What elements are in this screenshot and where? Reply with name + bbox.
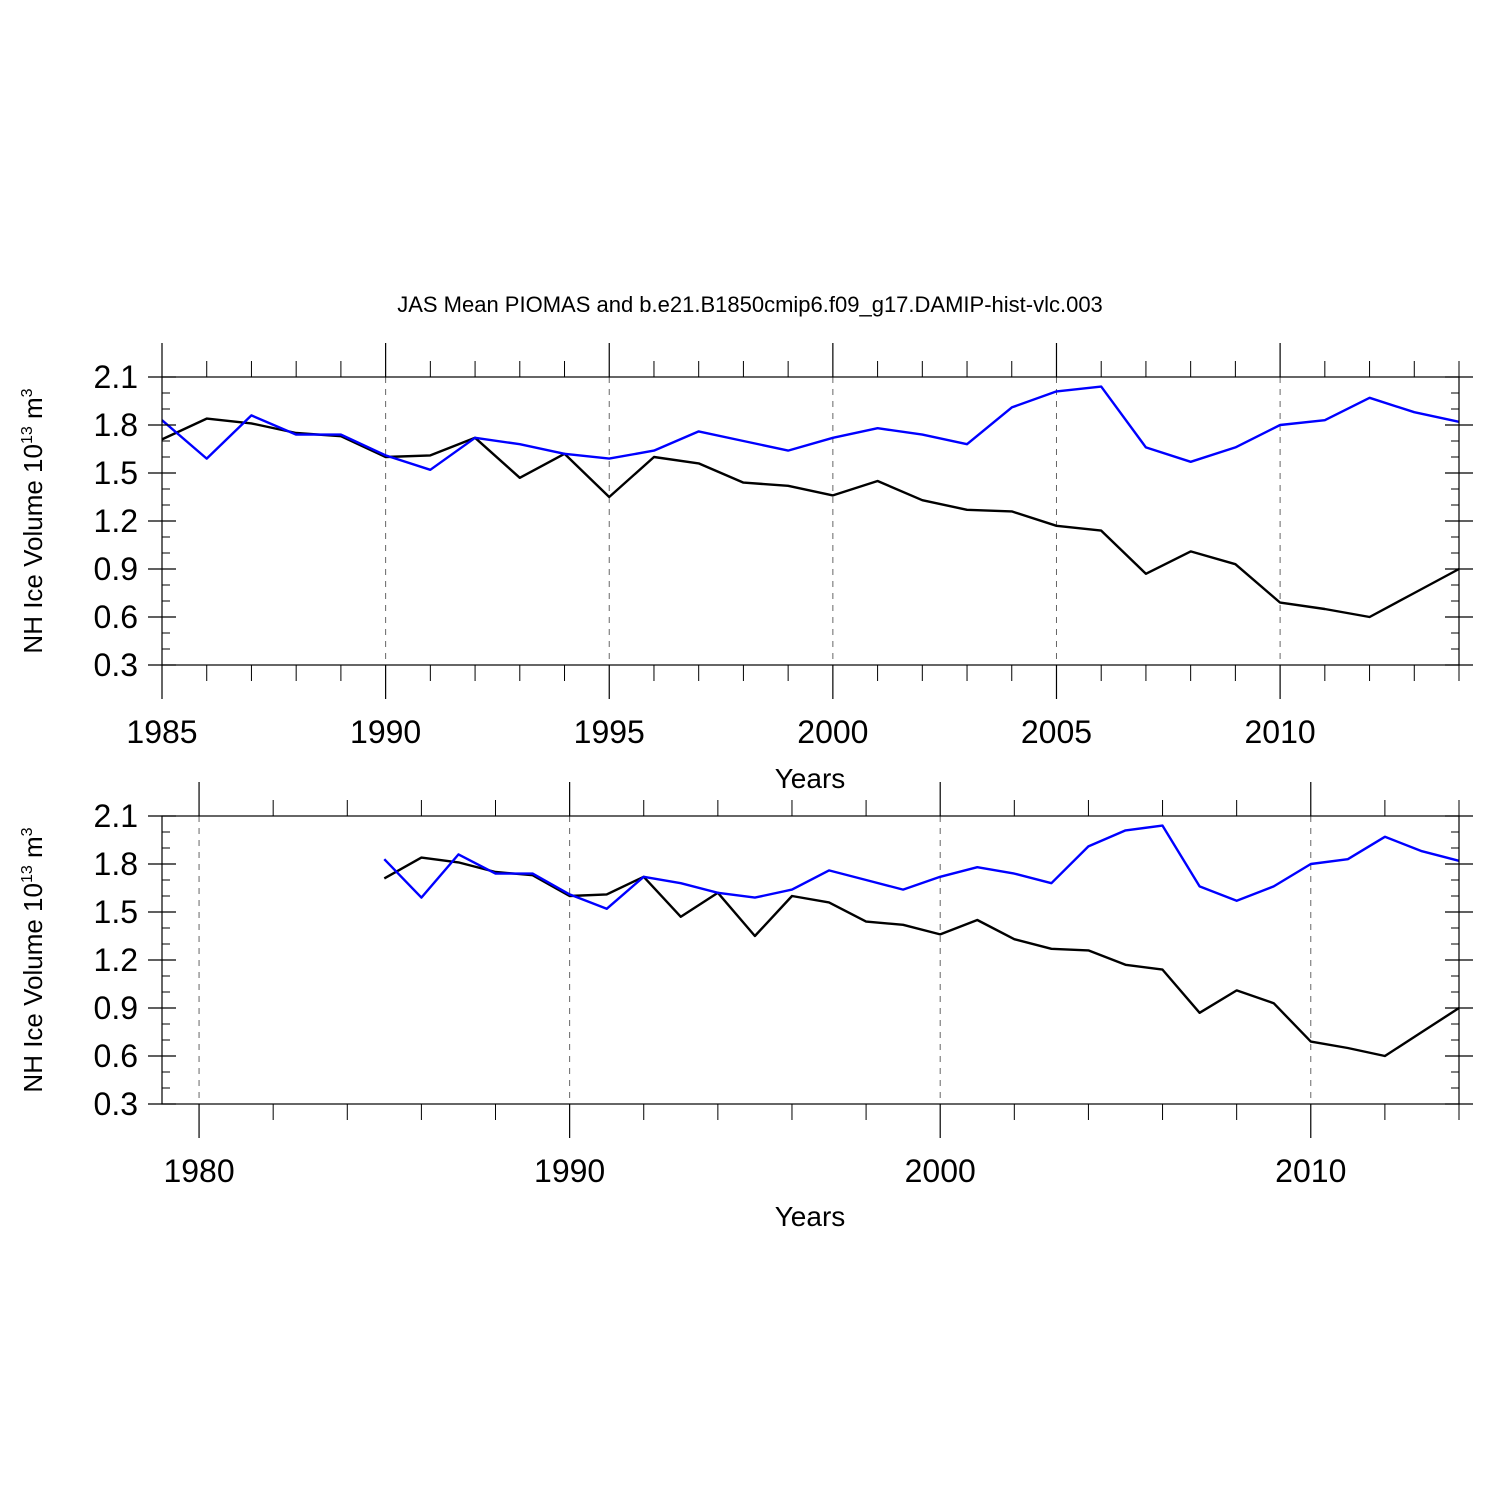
bottom-tick-labels: 1980 1990 2000 2010 0.3 0.6 0.9 1.2 1.5 1.8 2.1 [94,798,1347,1189]
series-line-piomas [383,856,1460,1058]
y-tick-label: 0.3 [94,1086,138,1122]
y-tick-label: 0.3 [94,647,138,683]
bottom-gridlines [198,816,1312,1104]
y-tick-label: 1.8 [94,407,138,443]
x-tick-label: 1990 [350,714,421,750]
series-line-model [383,824,1460,910]
top-panel: 1985 1990 1995 2000 2005 2010 0.3 0.6 0.9 1.2 1.5 1… [18,343,1473,794]
y-tick-label: 1.2 [94,942,138,978]
x-tick-label: 1990 [534,1153,605,1189]
y-tick-label: 2.1 [94,359,138,395]
y-tick-label: 1.5 [94,894,138,930]
top-axis-ticks [148,343,1473,699]
x-tick-label: 2000 [797,714,868,750]
top-series [161,385,1460,619]
bottom-plot-frame [161,815,1460,1105]
x-tick-label: 2005 [1021,714,1092,750]
top-x-axis-label: Years [775,763,846,794]
y-tick-label: 1.2 [94,503,138,539]
bottom-x-axis-label: Years [775,1201,846,1232]
bottom-axis-ticks [148,782,1473,1138]
top-tick-labels: 1985 1990 1995 2000 2005 2010 0.3 0.6 0.9 1.2 1.5 1… [94,359,1316,750]
x-tick-label: 2010 [1245,714,1316,750]
y-tick-label: 0.6 [94,599,138,635]
bottom-y-axis-label: NH Ice Volume 1013 m3 [18,827,48,1092]
top-y-axis-label: NH Ice Volume 1013 m3 [18,388,48,653]
x-tick-label: 1985 [126,714,197,750]
y-tick-label: 0.9 [94,551,138,587]
series-line-piomas [161,417,1460,619]
chart-title: JAS Mean PIOMAS and b.e21.B1850cmip6.f09… [397,292,1103,317]
top-plot-frame [161,376,1460,666]
bottom-series [383,824,1460,1058]
y-tick-label: 1.8 [94,846,138,882]
x-tick-label: 1980 [163,1153,234,1189]
x-tick-label: 2010 [1275,1153,1346,1189]
y-tick-label: 0.9 [94,990,138,1026]
y-tick-label: 0.6 [94,1038,138,1074]
y-tick-label: 2.1 [94,798,138,834]
top-gridlines [385,377,1281,665]
series-line-model [161,385,1460,471]
bottom-panel: 1980 1990 2000 2010 0.3 0.6 0.9 1.2 1.5 1.8 2.1 Ye… [18,782,1473,1232]
x-tick-label: 1995 [574,714,645,750]
x-tick-label: 2000 [905,1153,976,1189]
y-tick-label: 1.5 [94,455,138,491]
